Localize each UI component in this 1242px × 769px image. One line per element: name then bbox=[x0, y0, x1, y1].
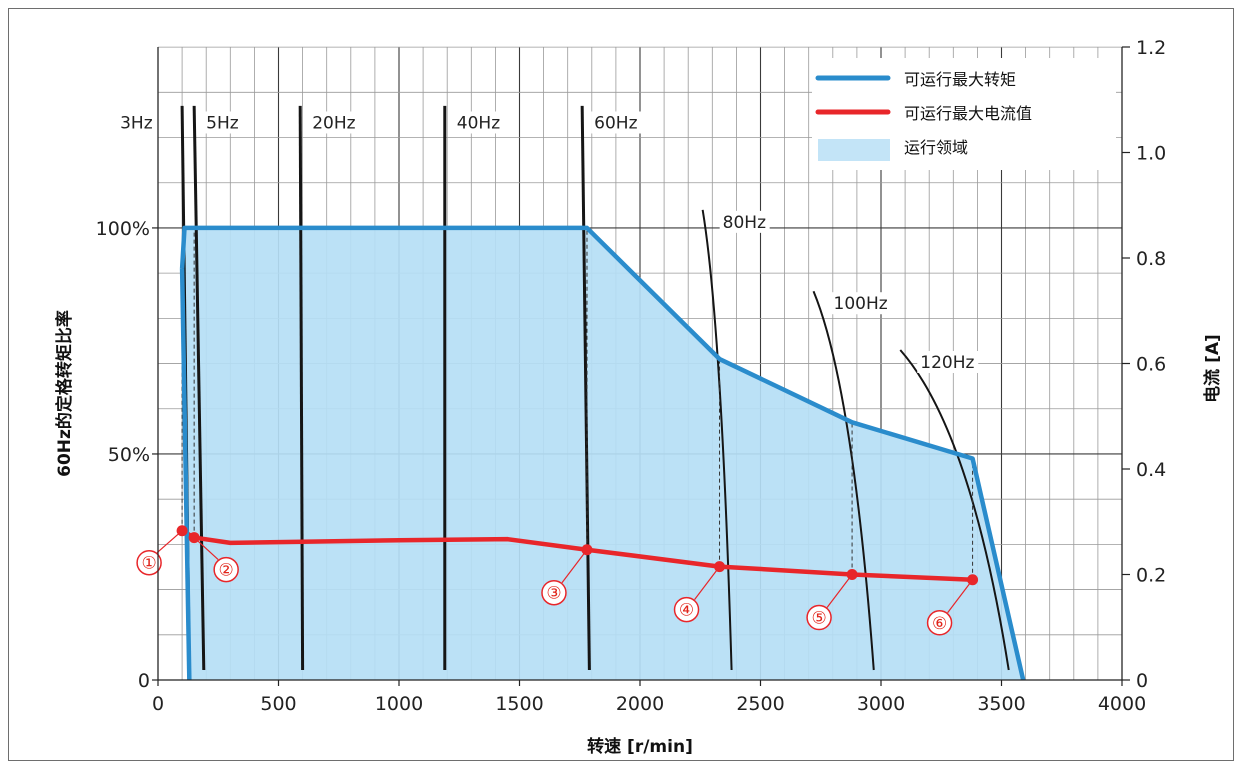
y-left-tick-label: 0 bbox=[138, 670, 150, 692]
legend-label: 运行领域 bbox=[904, 138, 968, 157]
frequency-curve bbox=[899, 349, 1010, 671]
y-left-axis-title: 60Hz的定格转矩比率 bbox=[54, 310, 75, 477]
frequency-label: 5Hz bbox=[206, 113, 239, 133]
operating-area bbox=[182, 227, 1024, 680]
y-right-tick-label: 0.2 bbox=[1136, 565, 1166, 587]
frequency-label-bg bbox=[830, 292, 892, 315]
y-left-tick-label: 100% bbox=[96, 218, 150, 240]
x-tick-label: 2500 bbox=[736, 693, 784, 715]
y-left-tick-label: 50% bbox=[108, 444, 150, 466]
frequency-label: 60Hz bbox=[594, 113, 637, 133]
y-right-tick-label: 0.4 bbox=[1136, 459, 1166, 481]
frequency-label-bg bbox=[203, 111, 243, 134]
marker-label: ③ bbox=[546, 584, 561, 604]
frequency-label: 120Hz bbox=[920, 353, 974, 373]
y-right-tick-label: 0.8 bbox=[1136, 248, 1166, 270]
frequency-curve bbox=[192, 105, 206, 671]
frequency-label: 20Hz bbox=[312, 113, 355, 133]
x-tick-label: 3000 bbox=[857, 693, 905, 715]
axes: 0 500 1000 1500 2000 2500 3000 3500 4000050%100%… bbox=[54, 37, 1223, 757]
frequency-curves: 3Hz 5Hz 20Hz 40Hz 60Hz 80Hz 100Hz 120Hz bbox=[117, 105, 1010, 671]
frequency-label-bg bbox=[917, 350, 979, 373]
marker-label: ⑥ bbox=[932, 614, 947, 634]
chart-frame bbox=[8, 8, 1234, 761]
x-tick-label: 4000 bbox=[1098, 693, 1146, 715]
marker-badge bbox=[806, 604, 832, 631]
frequency-label-bg bbox=[309, 111, 360, 134]
legend-swatch-area bbox=[818, 139, 890, 161]
legend-label: 可运行最大电流值 bbox=[904, 104, 1032, 123]
max-current-line bbox=[180, 528, 973, 583]
x-tick-label: 500 bbox=[260, 693, 296, 715]
frequency-label: 100Hz bbox=[834, 294, 888, 314]
marker-badge bbox=[541, 579, 567, 606]
marker-leader-line bbox=[947, 579, 974, 614]
frequency-label: 3Hz bbox=[120, 113, 153, 133]
frequency-label-bg bbox=[117, 111, 157, 134]
y-right-tick-label: 1.0 bbox=[1136, 143, 1166, 165]
marker-leader-line bbox=[193, 537, 219, 561]
frequency-label: 40Hz bbox=[457, 113, 500, 133]
x-tick-label: 1000 bbox=[375, 693, 423, 715]
marker-badge bbox=[136, 549, 162, 576]
marker-leader-line bbox=[694, 566, 721, 600]
marker-label: ① bbox=[141, 554, 156, 574]
max-torque-left-edge bbox=[179, 268, 192, 681]
x-axis-title: 转速 [r/min] bbox=[587, 736, 693, 757]
frequency-label-bg bbox=[719, 210, 770, 233]
marker-label: ⑤ bbox=[811, 609, 826, 629]
marker-leader-line bbox=[156, 530, 183, 554]
frequency-curve bbox=[812, 290, 875, 671]
y-right-tick-label: 0 bbox=[1136, 670, 1148, 692]
marker-leader-line bbox=[826, 574, 853, 608]
marker-label: ② bbox=[219, 561, 234, 581]
y-right-tick-label: 0.6 bbox=[1136, 354, 1166, 376]
frequency-curve bbox=[580, 105, 591, 671]
x-tick-label: 0 bbox=[152, 693, 164, 715]
max-torque-line bbox=[179, 225, 1026, 681]
x-tick-label: 2000 bbox=[616, 693, 664, 715]
marker-badge bbox=[213, 556, 239, 583]
frequency-label: 80Hz bbox=[723, 213, 766, 233]
frequency-label-bg bbox=[453, 111, 504, 134]
y-right-axis-title: 电流 [A] bbox=[1202, 334, 1223, 403]
marker-badge bbox=[673, 596, 700, 623]
x-tick-label: 3500 bbox=[977, 693, 1025, 715]
marker-label: ④ bbox=[679, 601, 694, 621]
frequency-label-bg bbox=[591, 111, 642, 134]
frequency-curve bbox=[298, 105, 305, 671]
marker-badge bbox=[926, 610, 953, 636]
x-tick-label: 1500 bbox=[495, 693, 543, 715]
legend-label: 可运行最大转矩 bbox=[904, 70, 1016, 89]
operating-area-fill bbox=[182, 227, 1024, 680]
markers: ① ② ③ ④ ⑤ ⑥ bbox=[136, 525, 979, 636]
marker-leader-line bbox=[561, 549, 588, 584]
series-lines bbox=[179, 225, 1026, 681]
y-right-tick-label: 1.2 bbox=[1136, 37, 1166, 59]
